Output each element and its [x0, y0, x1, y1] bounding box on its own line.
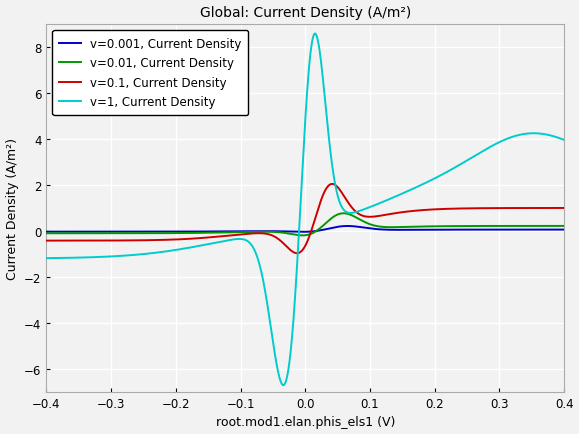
v=0.01, Current Density [265, 230, 272, 235]
v=0.01, Current Density [545, 224, 552, 229]
Y-axis label: Current Density (A/m²): Current Density (A/m²) [6, 138, 19, 279]
v=0.1, Current Density [545, 206, 552, 211]
v=1, Current Density [261, 282, 267, 287]
v=0.1, Current Density [261, 231, 267, 237]
v=0.001, Current Density [299, 230, 306, 235]
v=1, Current Density [560, 138, 567, 143]
v=0.01, Current Density [519, 224, 526, 229]
v=0.001, Current Density [265, 229, 272, 234]
v=0.1, Current Density [329, 182, 336, 187]
v=0.1, Current Density [43, 238, 50, 243]
v=0.1, Current Density [289, 249, 296, 254]
v=0.1, Current Density [560, 206, 567, 211]
v=0.001, Current Density [344, 224, 351, 229]
v=0.01, Current Density [289, 232, 296, 237]
v=0.01, Current Density [261, 230, 267, 235]
v=0.01, Current Density [340, 211, 347, 217]
Line: v=0.01, Current Density: v=0.01, Current Density [46, 214, 564, 236]
v=1, Current Density [289, 329, 296, 335]
v=1, Current Density [43, 256, 50, 261]
v=0.001, Current Density [261, 229, 267, 234]
Line: v=0.1, Current Density: v=0.1, Current Density [46, 184, 564, 253]
v=1, Current Density [519, 132, 526, 138]
v=0.01, Current Density [419, 224, 426, 230]
v=0.001, Current Density [545, 227, 552, 233]
Line: v=0.001, Current Density: v=0.001, Current Density [46, 227, 564, 232]
v=0.01, Current Density [560, 224, 567, 229]
v=0.1, Current Density [519, 206, 526, 211]
v=1, Current Density [545, 133, 552, 138]
X-axis label: root.mod1.elan.phis_els1 (V): root.mod1.elan.phis_els1 (V) [215, 415, 395, 428]
v=0.1, Current Density [419, 208, 426, 213]
v=0.01, Current Density [43, 231, 50, 237]
v=1, Current Density [280, 383, 287, 388]
Line: v=1, Current Density: v=1, Current Density [46, 34, 564, 385]
Title: Global: Current Density (A/m²): Global: Current Density (A/m²) [200, 6, 411, 20]
Legend: v=0.001, Current Density, v=0.01, Current Density, v=0.1, Current Density, v=1, : v=0.001, Current Density, v=0.01, Curren… [52, 31, 248, 116]
v=0.001, Current Density [519, 227, 526, 233]
v=1, Current Density [265, 306, 272, 312]
v=1, Current Density [312, 32, 318, 37]
v=0.001, Current Density [560, 227, 567, 233]
v=0.1, Current Density [294, 251, 301, 256]
v=0.001, Current Density [419, 227, 426, 233]
v=0.01, Current Density [299, 233, 306, 238]
v=1, Current Density [419, 182, 426, 187]
v=0.001, Current Density [289, 230, 296, 235]
v=0.001, Current Density [43, 230, 50, 235]
v=0.1, Current Density [265, 232, 272, 237]
